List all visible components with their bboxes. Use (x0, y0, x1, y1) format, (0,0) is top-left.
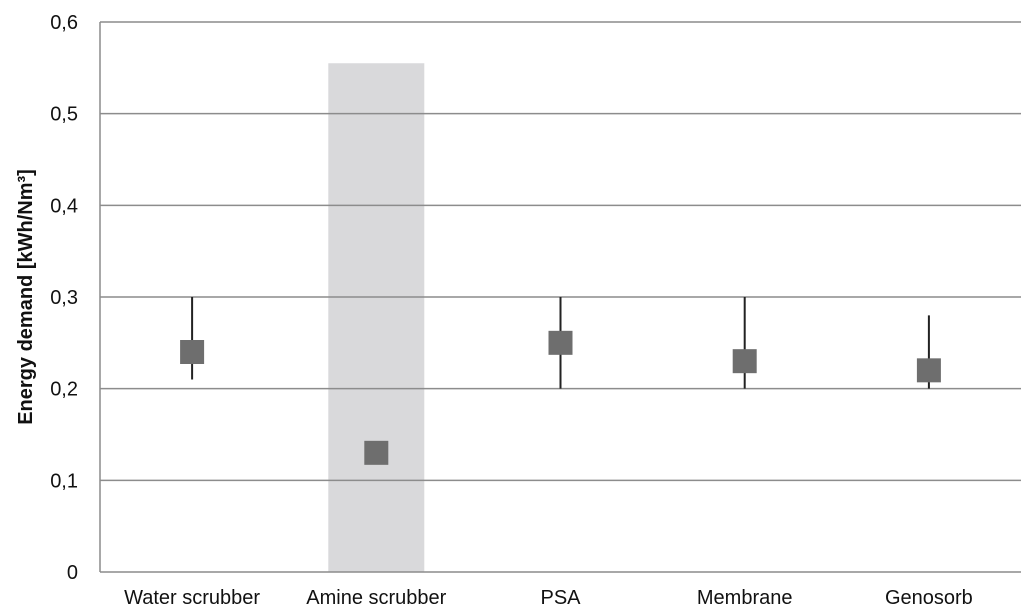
x-category-label-water-scrubber: Water scrubber (124, 587, 260, 609)
y-tick-label-2: 0,2 (50, 379, 78, 401)
marker-membrane (732, 349, 757, 374)
y-tick-label-4: 0,4 (50, 195, 78, 217)
y-tick-label-0: 0 (67, 562, 78, 584)
y-tick-label-1: 0,1 (50, 470, 78, 492)
y-tick-label-6: 0,6 (50, 12, 78, 34)
x-category-labels: Water scrubber Amine scrubber PSA Membrane G… (124, 587, 973, 609)
marker-water-scrubber (180, 340, 205, 364)
x-category-label-membrane: Membrane (697, 587, 793, 609)
x-category-label-genosorb: Genosorb (885, 587, 973, 609)
shaded-band-layer (328, 63, 425, 572)
y-axis-title: Energy demand [kWh/Nm³] (15, 169, 37, 425)
x-category-label-psa: PSA (540, 587, 581, 609)
marker-layer (180, 330, 941, 465)
marker-amine-scrubber (364, 440, 389, 465)
y-tick-label-3: 0,3 (50, 287, 78, 309)
shaded-band-amine-scrubber (328, 63, 425, 572)
y-tick-label-5: 0,5 (50, 104, 78, 126)
marker-psa (548, 330, 573, 355)
y-tick-labels: 0 0,1 0,2 0,3 0,4 0,5 0,6 (50, 12, 78, 584)
marker-genosorb (916, 358, 941, 383)
x-category-label-amine-scrubber: Amine scrubber (306, 587, 446, 609)
